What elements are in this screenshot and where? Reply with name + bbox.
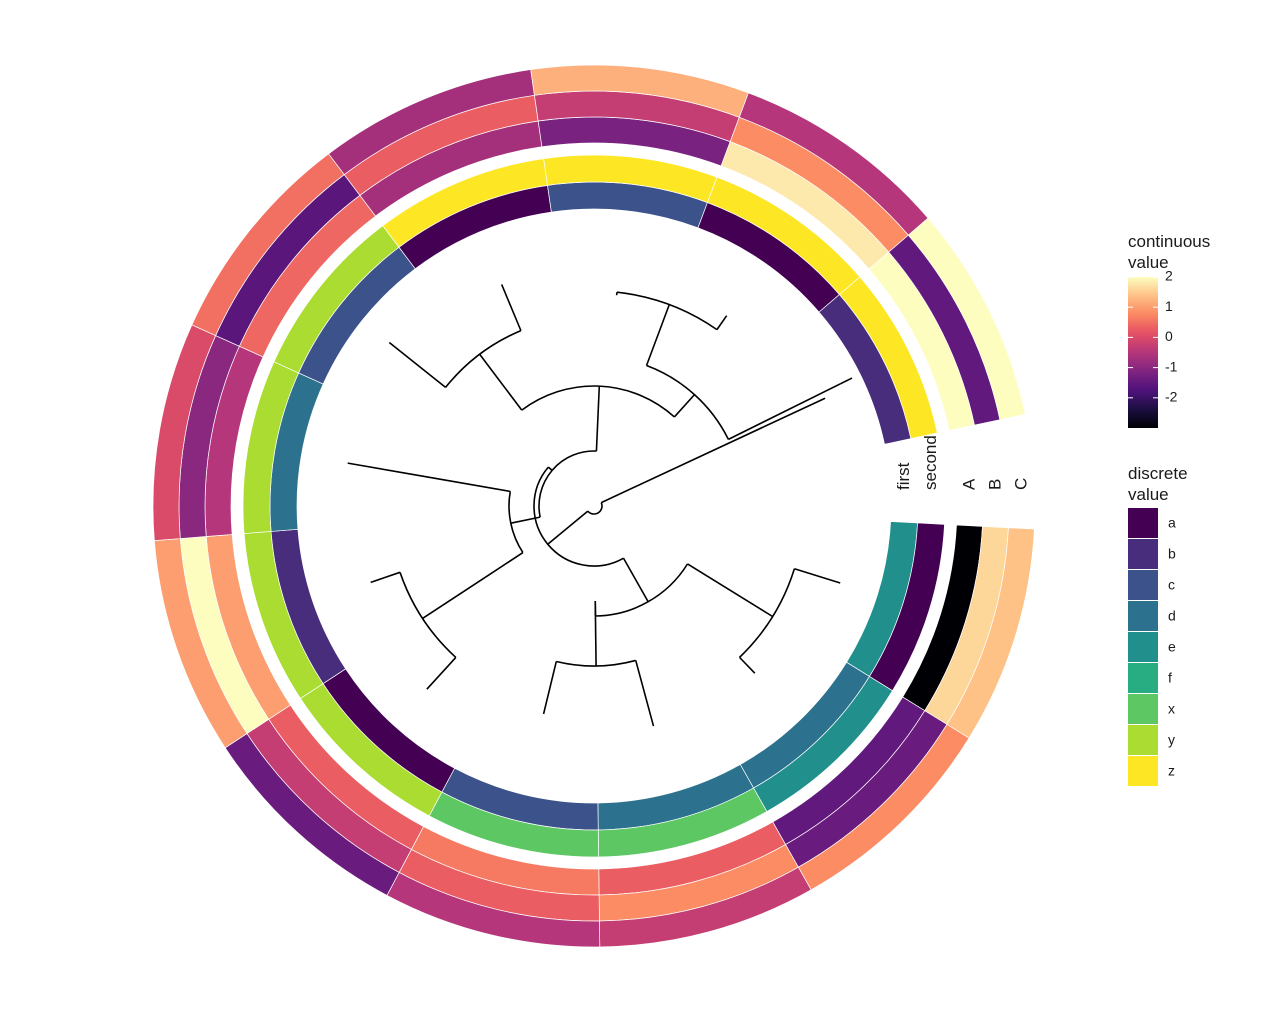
tile-second-12 — [838, 276, 938, 440]
tree-arc-17 — [538, 450, 597, 518]
discrete-key-label-y: y — [1168, 732, 1175, 748]
discrete-key-label-x: x — [1168, 701, 1175, 717]
tree-branch-21 — [422, 576, 486, 620]
discrete-key-swatch-y — [1128, 725, 1158, 755]
tree-branch-27 — [595, 386, 601, 452]
tree-branch-32 — [500, 284, 522, 331]
colorbar-gradient — [1128, 277, 1158, 428]
discrete-legend-title-line2: value — [1128, 485, 1169, 504]
continuous-legend-title-line2: value — [1128, 253, 1169, 272]
tree-branch-5 — [622, 557, 649, 603]
tree-arc-19 — [508, 491, 524, 554]
ring-label-A: A — [959, 478, 978, 490]
discrete-key-swatch-b — [1128, 539, 1158, 569]
dendrogram — [347, 284, 853, 727]
tree-branch-29 — [479, 353, 523, 411]
ring-label-second: second — [921, 435, 940, 490]
tree-arc-30 — [444, 329, 522, 388]
tree-branch-2 — [600, 397, 826, 504]
discrete-key-swatch-c — [1128, 570, 1158, 600]
ring-label-C: C — [1011, 478, 1030, 490]
tree-branch-26 — [347, 462, 432, 479]
discrete-key-label-a: a — [1168, 515, 1176, 531]
colorbar-tick-label-3: -1 — [1165, 358, 1178, 374]
tree-arc-13 — [556, 659, 636, 667]
discrete-key-label-e: e — [1168, 639, 1176, 655]
tree-arc-36 — [616, 291, 718, 331]
tree-arc-28 — [521, 385, 675, 418]
tree-branch-14 — [634, 660, 655, 727]
discrete-key-label-d: d — [1168, 608, 1176, 624]
discrete-key-swatch-x — [1128, 694, 1158, 724]
tree-branch-31 — [388, 341, 447, 389]
discrete-key-label-c: c — [1168, 577, 1175, 593]
tree-arc-4 — [533, 466, 624, 567]
tree-branch-3 — [547, 510, 589, 545]
tile-C-12 — [907, 217, 1026, 421]
tree-branch-20 — [484, 551, 524, 578]
tree-arc-22 — [399, 572, 457, 659]
colorbar-tick-label-2: 0 — [1165, 328, 1173, 344]
tree-branch-35 — [645, 304, 671, 366]
colorbar-tick-label-0: 2 — [1165, 268, 1173, 284]
tree-arc-34 — [646, 364, 730, 440]
tree-branch-9 — [794, 567, 841, 584]
tree-branch-23 — [426, 656, 457, 690]
colorbar-tick-label-1: 1 — [1165, 298, 1173, 314]
discrete-key-label-b: b — [1168, 546, 1176, 562]
discrete-key-swatch-d — [1128, 601, 1158, 631]
colorbar-tick-label-4: -2 — [1165, 389, 1178, 405]
ring-label-B: B — [985, 479, 1004, 490]
tree-branch-40 — [840, 377, 853, 385]
tree-branch-18 — [510, 516, 541, 525]
tree-branch-12 — [594, 600, 597, 666]
tree-branch-39 — [728, 383, 841, 441]
tree-branch-7 — [687, 563, 773, 618]
discrete-key-label-f: f — [1168, 670, 1172, 686]
tree-branch-10 — [738, 656, 756, 674]
tree-branch-25 — [431, 476, 511, 493]
heatmap-rings — [152, 64, 1035, 948]
ring-labels: first second A B C — [894, 435, 1031, 490]
continuous-legend-title-line1: continuous — [1128, 232, 1210, 251]
tree-arc-8 — [738, 568, 796, 658]
discrete-key-swatch-e — [1128, 632, 1158, 662]
discrete-key-swatch-z — [1128, 756, 1158, 786]
continuous-colorbar: 2 1 0 -1 -2 — [1128, 268, 1178, 428]
tree-branch-16 — [547, 466, 553, 471]
tree-branch-33 — [673, 394, 696, 418]
tree-arc-1 — [587, 502, 603, 515]
discrete-key-swatch-a — [1128, 508, 1158, 538]
tree-branch-24 — [370, 571, 401, 584]
tree-arc-6 — [595, 563, 689, 617]
tree-branch-38 — [716, 315, 728, 331]
discrete-key-swatch-f — [1128, 663, 1158, 693]
ring-label-first: first — [894, 462, 913, 490]
continuous-legend: continuous value 2 1 0 -1 -2 — [1128, 232, 1210, 428]
tree-branch-15 — [542, 661, 558, 715]
discrete-key-label-z: z — [1168, 763, 1175, 779]
discrete-legend-title-line1: discrete — [1128, 464, 1188, 483]
